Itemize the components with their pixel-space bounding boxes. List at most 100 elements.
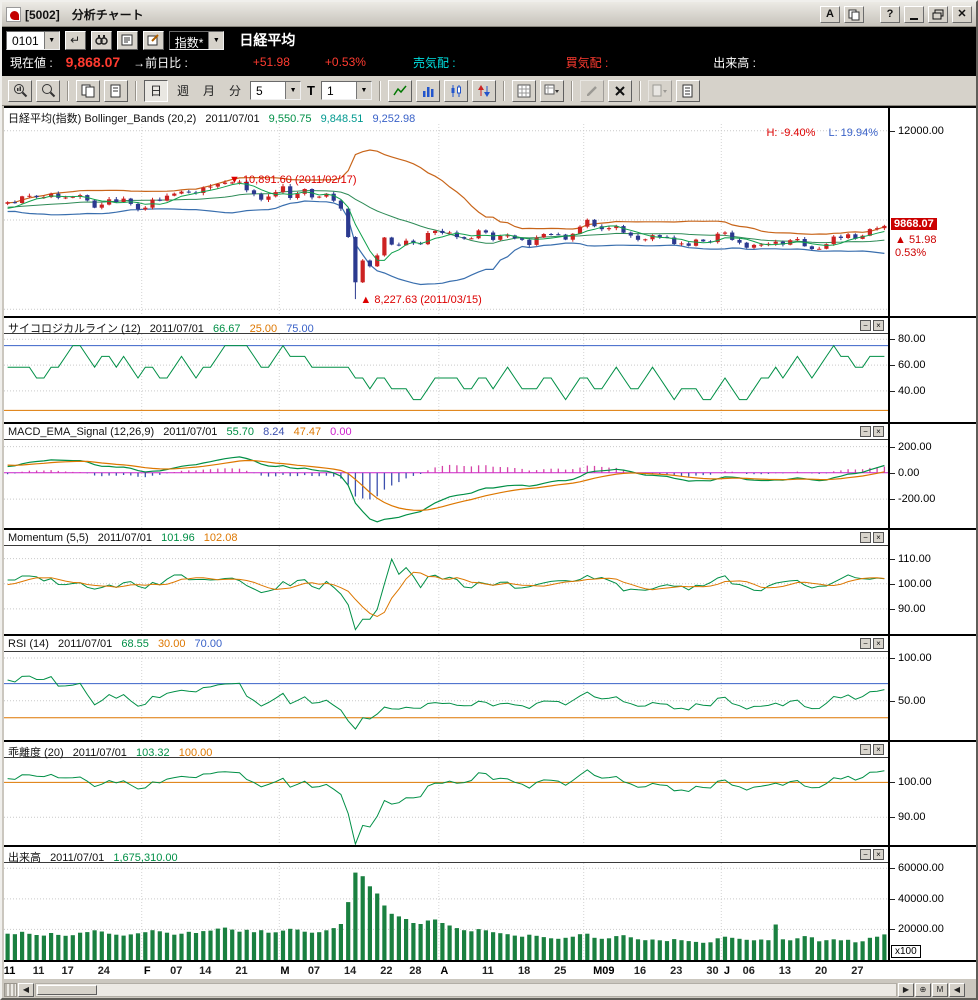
period-daily-button[interactable]: 日 [144, 79, 168, 102]
panel-minimize-button[interactable]: − [860, 426, 871, 437]
deviation-axis-gutter: 100.00 90.00 [890, 742, 976, 845]
momentum-chart [4, 546, 888, 634]
chevron-down-icon[interactable]: ▼ [285, 82, 301, 99]
x-axis-label: 23 [670, 965, 683, 977]
delete-drawing-button[interactable] [608, 79, 632, 102]
line-chart-button[interactable] [388, 79, 412, 102]
draw-button[interactable] [580, 79, 604, 102]
volume-axis-gutter: x100 60000.00 40000.00 20000.00 [890, 847, 976, 960]
new-page-button[interactable] [104, 79, 128, 102]
grid-button[interactable] [512, 79, 536, 102]
help-button[interactable]: ? [880, 5, 900, 23]
panel-close-button[interactable]: × [873, 849, 884, 860]
chevron-down-icon[interactable]: ▼ [43, 31, 59, 49]
search-button[interactable] [90, 30, 112, 50]
font-size-button[interactable]: A [820, 5, 840, 23]
period-weekly-button[interactable]: 週 [177, 84, 190, 98]
main-chart-plot[interactable]: 日経平均(指数) Bollinger_Bands (20,2) 2011/07/… [4, 108, 890, 316]
toolbar-separator [503, 80, 505, 101]
panel-close-button[interactable]: × [873, 320, 884, 331]
panel-minimize-button[interactable]: − [860, 638, 871, 649]
print-button[interactable] [676, 79, 700, 102]
axis-label: 100.00 [898, 776, 932, 789]
close-icon [615, 85, 625, 96]
minute-interval-select[interactable]: 5 ▼ [250, 81, 302, 100]
toolbar-separator [379, 80, 381, 101]
panel-date: 2011/07/01 [72, 747, 127, 759]
close-button[interactable]: ✕ [952, 5, 972, 23]
panel-title: 出来高 [8, 852, 41, 864]
axis-tick [890, 657, 895, 659]
volume-plot[interactable]: 出来高 2011/07/01 1,675,310.00 − × [4, 847, 890, 960]
zoom-button[interactable] [36, 79, 60, 102]
macd-header: MACD_EMA_Signal (12,26,9) 2011/07/01 55.… [4, 424, 888, 440]
axis-tick [890, 558, 895, 560]
panel-date: 2011/07/01 [50, 852, 105, 864]
scrollbar-thumb[interactable] [37, 984, 97, 995]
rsi-plot[interactable]: RSI (14) 2011/07/01 68.55 30.00 70.00 − × [4, 636, 890, 740]
chart-area: 日経平均(指数) Bollinger_Bands (20,2) 2011/07/… [2, 106, 976, 998]
edit-note-button[interactable] [142, 30, 164, 50]
rsi-chart [4, 652, 888, 740]
psychological-chart [4, 334, 888, 422]
chart-kind-select[interactable]: 指数* ▼ [168, 30, 225, 50]
copy-chart-button[interactable] [76, 79, 100, 102]
bar-chart-icon [422, 86, 433, 97]
psych-high-level: 75.00 [286, 323, 314, 335]
scrollbar-grip[interactable] [4, 982, 17, 997]
high-percent: H: -9.40% [766, 127, 816, 139]
minimize-button[interactable] [904, 5, 924, 23]
updown-arrows-button[interactable] [472, 79, 496, 102]
chevron-down-icon[interactable]: ▼ [356, 82, 371, 99]
panel-title: RSI (14) [8, 638, 49, 650]
tick-interval-select[interactable]: 1 ▼ [321, 81, 372, 100]
macd-plot[interactable]: MACD_EMA_Signal (12,26,9) 2011/07/01 55.… [4, 424, 890, 528]
psych-axis-gutter: 80.00 60.00 40.00 [890, 318, 976, 422]
period-minute-button[interactable]: 分 [229, 84, 242, 98]
period-monthly-button[interactable]: 月 [203, 84, 216, 98]
toolbar-separator [639, 80, 641, 101]
memo-button[interactable] [116, 30, 138, 50]
psychological-plot[interactable]: サイコロジカルライン (12) 2011/07/01 66.67 25.00 7… [4, 318, 890, 422]
rsi-low-level: 30.00 [157, 638, 186, 650]
x-axis-label: 06 [742, 965, 755, 977]
enter-button[interactable]: ↵ [64, 30, 86, 50]
panel-close-button[interactable]: × [873, 532, 884, 543]
momentum-plot[interactable]: Momentum (5,5) 2011/07/01 101.96 102.08 … [4, 530, 890, 634]
bid-label: 買気配 : [565, 55, 609, 70]
grid-options-button[interactable] [540, 79, 564, 102]
copy-window-button[interactable] [844, 5, 864, 23]
annotation-high-label: ▼ 10,891.60 (2011/02/17) [229, 174, 357, 187]
zoom-in-button[interactable]: ⊕ [915, 982, 931, 997]
symbol-code-select[interactable]: 0101 ▼ [6, 30, 60, 50]
macd-axis-gutter: 200.00 0.00 -200.00 [890, 424, 976, 528]
magnifier-chart-icon [13, 84, 27, 98]
panel-minimize-button[interactable]: − [860, 320, 871, 331]
scroll-left-button[interactable]: ◀ [18, 982, 34, 997]
mode-button[interactable]: M [932, 982, 948, 997]
panel-minimize-button[interactable]: − [860, 744, 871, 755]
x-axis-label: 17 [61, 965, 74, 977]
panel-minimize-button[interactable]: − [860, 532, 871, 543]
price-percent-marker: 0.53% [895, 246, 927, 259]
deviation-plot[interactable]: 乖離度 (20) 2011/07/01 103.32 100.00 − × [4, 742, 890, 845]
axis-label: 20000.00 [898, 923, 944, 936]
x-axis: 11 11 17 24 F 07 14 21 M 07 14 22 28 A 11 18 25 M09 16 23 30… [4, 960, 976, 979]
annotation-low-label: ▲ 8,227.63 (2011/03/15) [360, 294, 482, 307]
scrollbar-track[interactable] [35, 982, 897, 997]
save-layout-button[interactable] [648, 79, 672, 102]
panel-minimize-button[interactable]: − [860, 849, 871, 860]
x-axis-label: 24 [97, 965, 110, 977]
panel-close-button[interactable]: × [873, 744, 884, 755]
low-percent: L: 19.94% [828, 127, 878, 139]
restore-button[interactable] [928, 5, 948, 23]
candle-chart-button[interactable] [444, 79, 468, 102]
zoom-range-button[interactable] [8, 79, 32, 102]
scroll-right-button[interactable]: ▶ [898, 982, 914, 997]
panel-close-button[interactable]: × [873, 426, 884, 437]
panel-close-button[interactable]: × [873, 638, 884, 649]
jump-left-button[interactable]: ◀ [949, 982, 965, 997]
momentum-value: 101.96 [161, 532, 195, 544]
chevron-down-icon[interactable]: ▼ [208, 31, 224, 49]
bar-chart-button[interactable] [416, 79, 440, 102]
